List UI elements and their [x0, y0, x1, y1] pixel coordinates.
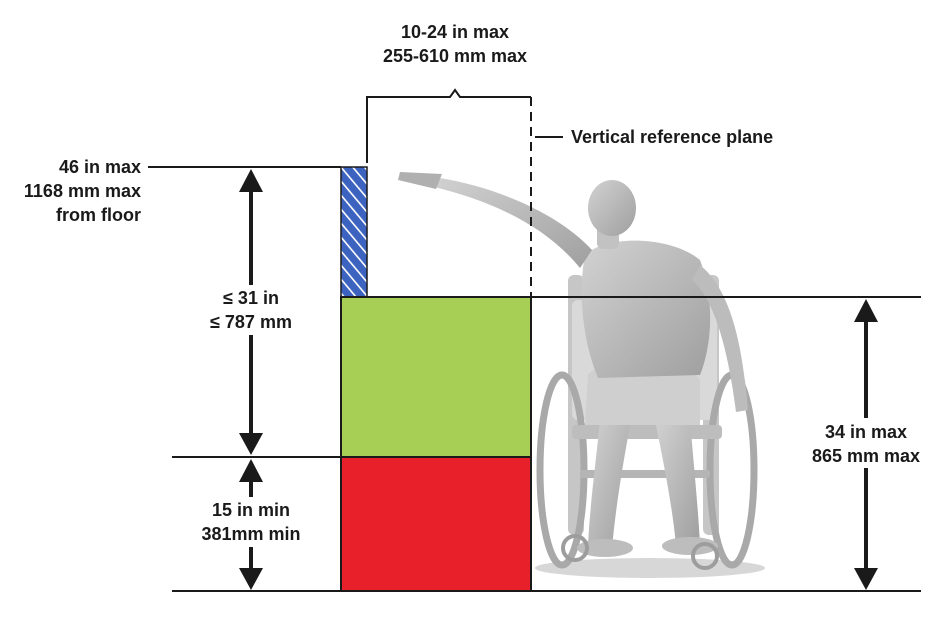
top-height-line3: from floor — [56, 205, 141, 225]
thighs — [585, 364, 700, 425]
head — [588, 180, 636, 236]
top-height-line1: 46 in max — [59, 157, 141, 177]
vertical-plane-label: Vertical reference plane — [571, 127, 773, 147]
obstruction-block — [340, 296, 532, 458]
top-range-line1: 10-24 in max — [401, 22, 509, 42]
upper-span-line2: ≤ 787 mm — [210, 312, 292, 332]
reaching-arm — [430, 178, 592, 268]
reaching-hand — [398, 172, 442, 189]
base-block — [340, 456, 532, 592]
wheelchair-seat — [572, 425, 722, 439]
left-foot — [577, 539, 633, 557]
lower-span-line1: 15 in min — [212, 500, 290, 520]
left-leg — [588, 420, 630, 548]
caster-left — [561, 534, 589, 562]
caster-right — [691, 542, 719, 570]
floor-shadow — [535, 558, 765, 578]
obstruction-label-bg — [800, 418, 935, 468]
right-leg — [655, 418, 700, 545]
lower-span-line2: 381mm min — [201, 524, 300, 544]
torso — [581, 240, 711, 378]
wheelchair-user-figure — [398, 172, 765, 578]
obstruction-height-line2: 865 mm max — [812, 446, 920, 466]
lower-span-label-bg — [186, 497, 316, 547]
upper-span-label-bg — [186, 285, 316, 335]
resting-arm — [692, 265, 748, 412]
obstruction-height-line1: 34 in max — [825, 422, 907, 442]
upper-span-line1: ≤ 31 in — [223, 288, 279, 308]
top-height-line2: 1168 mm max — [24, 181, 141, 201]
top-range-bracket — [366, 88, 531, 163]
reach-zone-hatch — [340, 166, 368, 298]
top-range-line2: 255-610 mm max — [383, 46, 527, 66]
right-foot — [662, 537, 718, 555]
